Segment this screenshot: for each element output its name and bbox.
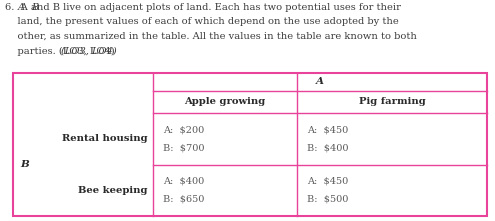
Text: B:  $400: B: $400	[307, 143, 349, 152]
Text: B: B	[20, 160, 29, 169]
Text: 6.  A and B live on adjacent plots of land. Each has two potential uses for thei: 6. A and B live on adjacent plots of lan…	[5, 3, 401, 12]
Text: B: B	[32, 3, 39, 12]
Text: Apple growing: Apple growing	[185, 97, 266, 107]
Text: land, the present values of each of which depend on the use adopted by the: land, the present values of each of whic…	[5, 17, 399, 27]
Text: B:  $650: B: $650	[163, 195, 204, 204]
Text: A:  $200: A: $200	[163, 125, 204, 134]
Text: A:  $450: A: $450	[307, 177, 348, 186]
Text: B:  $500: B: $500	[307, 195, 349, 204]
Text: other, as summarized in the table. All the values in the table are known to both: other, as summarized in the table. All t…	[5, 32, 417, 41]
Text: (LO3, LO4): (LO3, LO4)	[61, 46, 117, 55]
Text: parties. (LO3, LO4): parties. (LO3, LO4)	[5, 46, 115, 56]
Text: B:  $700: B: $700	[163, 143, 204, 152]
Text: A: A	[316, 78, 324, 86]
Text: A:  $400: A: $400	[163, 177, 204, 186]
Text: A: A	[17, 3, 25, 12]
Text: Pig farming: Pig farming	[359, 97, 426, 107]
Bar	[13, 73, 487, 216]
Text: A:  $450: A: $450	[307, 125, 348, 134]
Text: Bee keeping: Bee keeping	[78, 186, 148, 195]
Text: Rental housing: Rental housing	[62, 134, 148, 143]
